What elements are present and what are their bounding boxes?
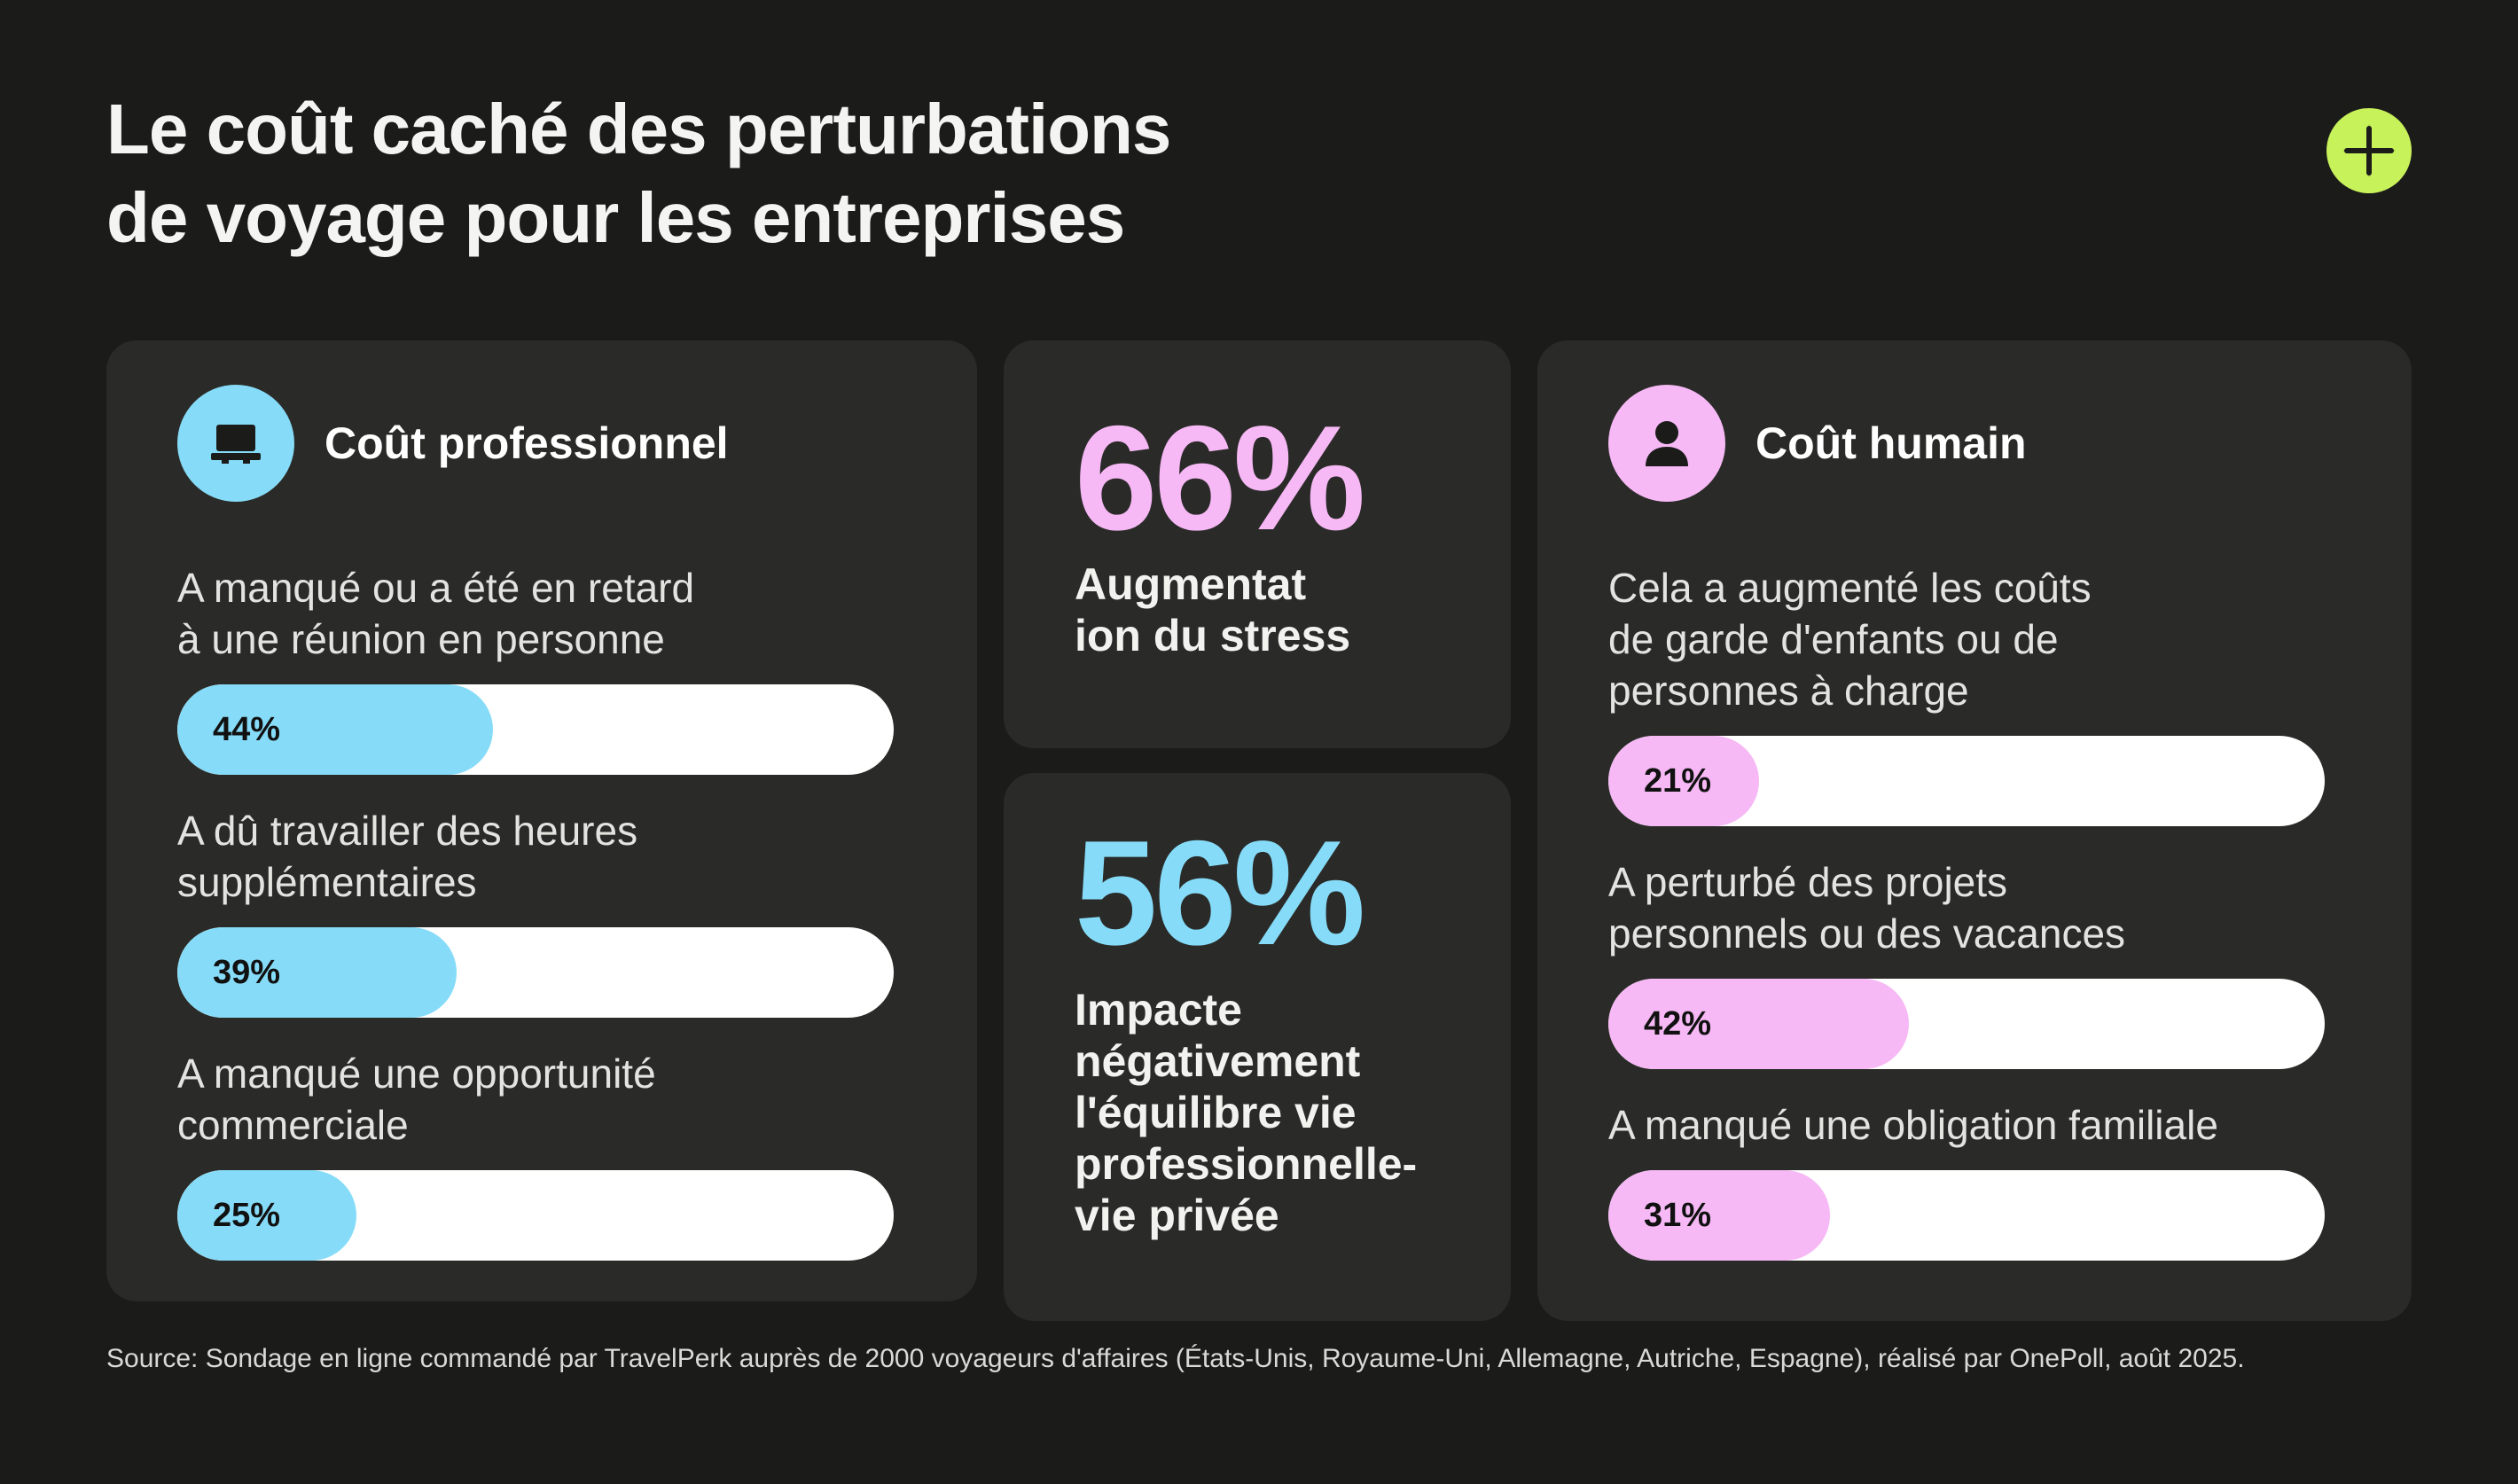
metric-item: Cela a augmenté les coûts de garde d'enf… [1608,562,2325,826]
metric-label: A perturbé des projets personnels ou des… [1608,859,2126,957]
plus-icon [2326,108,2412,193]
bar-value-label: 39% [213,954,281,991]
bar-track: 39% [177,927,894,1018]
bar-fill [1608,1170,1830,1261]
bar-value-label: 31% [1644,1197,1712,1234]
bar-fill [177,927,457,1018]
professional-title: Coût professionnel [325,418,729,468]
stress-stat-card: 66% Augmentat ion du stress [1004,340,1511,748]
metric-item: A dû travailler des heures supplémentair… [177,805,894,1018]
bar-fill [1608,736,1759,826]
bar-track: 31% [1608,1170,2325,1261]
metric-label: Cela a augmenté les coûts de garde d'enf… [1608,565,2092,714]
balance-stat-card: 56% Impacte négativement l'équilibre vie… [1004,773,1511,1321]
metric-item: A manqué ou a été en retard à une réunio… [177,562,894,775]
bar-value-label: 44% [213,711,281,748]
bar-value-label: 25% [213,1197,281,1234]
bar-fill [1608,979,1909,1069]
professional-header: Coût professionnel [177,385,729,502]
metric-label: A manqué une obligation familiale [1608,1102,2218,1148]
bar-track: 44% [177,684,894,775]
source-note: Source: Sondage en ligne commandé par Tr… [106,1344,2245,1373]
laptop-icon [177,385,294,502]
human-cost-card: Coût humain Cela a augmenté les coûts de… [1537,340,2412,1321]
metric-label: A manqué une opportunité commerciale [177,1051,656,1148]
bar-fill [177,1170,356,1261]
stat-value: 56% [1075,809,1365,976]
bar-track: 21% [1608,736,2325,826]
bar-value-label: 21% [1644,762,1712,800]
stat-value: 66% [1075,394,1365,561]
human-header: Coût humain [1608,385,2027,502]
metric-item: A manqué une obligation familiale 31% [1608,1099,2325,1261]
bar-track: 42% [1608,979,2325,1069]
stat-label: Impacte négativement l'équilibre vie pro… [1075,985,1418,1240]
metric-item: A perturbé des projets personnels ou des… [1608,856,2325,1069]
professional-cost-card: Coût professionnel A manqué ou a été en … [106,340,977,1301]
metric-label: A dû travailler des heures supplémentair… [177,808,638,905]
title-line: de voyage pour les entreprises [106,178,1125,257]
bar-value-label: 42% [1644,1005,1712,1043]
metric-item: A manqué une opportunité commerciale 25% [177,1048,894,1261]
bar-fill [177,684,493,775]
bar-track: 25% [177,1170,894,1261]
metric-label: A manqué ou a été en retard à une réunio… [177,565,695,662]
stat-label: Augmentat ion du stress [1075,559,1351,660]
human-title: Coût humain [1756,418,2027,468]
title-line: Le coût caché des perturbations [106,90,1171,168]
person-icon [1608,385,1725,502]
page-title: Le coût caché des perturbations de voyag… [106,85,1171,262]
